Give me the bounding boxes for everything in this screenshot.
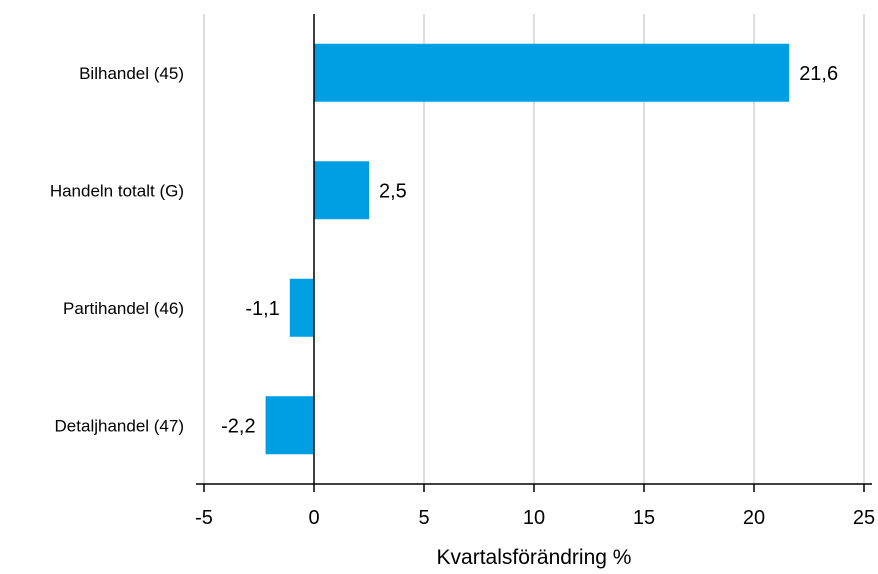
value-label: 2,5 bbox=[379, 180, 407, 202]
category-labels: Bilhandel (45) Handeln totalt (G) Partihan… bbox=[50, 64, 184, 436]
category-label: Detaljhandel (47) bbox=[55, 416, 184, 435]
bar bbox=[314, 161, 369, 220]
x-tick-label: 5 bbox=[418, 507, 429, 529]
category-label: Partihandel (46) bbox=[63, 299, 184, 318]
x-tick-label: 10 bbox=[523, 507, 545, 529]
value-labels: 21,6 2,5 -1,1 -2,2 bbox=[221, 63, 838, 438]
bars bbox=[265, 43, 790, 455]
x-tick-label: 20 bbox=[743, 507, 765, 529]
value-label: 21,6 bbox=[799, 63, 838, 85]
value-label: -1,1 bbox=[245, 298, 279, 320]
x-tick-label: 15 bbox=[633, 507, 655, 529]
category-label: Handeln totalt (G) bbox=[50, 181, 184, 200]
value-label: -2,2 bbox=[221, 415, 255, 437]
x-ticks: -5 0 5 10 15 20 25 bbox=[195, 484, 875, 529]
x-tick-label: 0 bbox=[308, 507, 319, 529]
bar bbox=[265, 396, 314, 455]
x-axis-title: Kvartalsförändring % bbox=[437, 546, 632, 569]
x-tick-label: 25 bbox=[853, 507, 875, 529]
category-label: Bilhandel (45) bbox=[79, 64, 184, 83]
bar bbox=[314, 43, 790, 102]
bar bbox=[289, 278, 314, 337]
x-tick-label: -5 bbox=[195, 507, 213, 529]
